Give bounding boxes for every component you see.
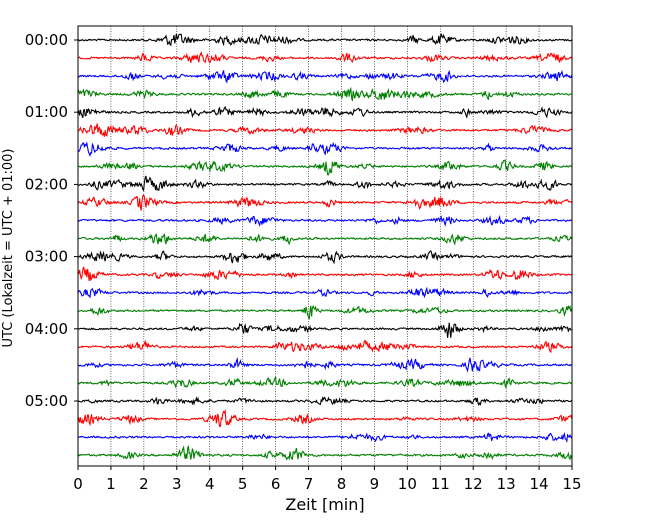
x-tick-label-9: 9 — [370, 475, 380, 493]
trace-18 — [77, 339, 573, 354]
plot-frame — [77, 25, 573, 467]
trace-23 — [77, 431, 573, 444]
x-tick-label-15: 15 — [562, 475, 581, 493]
trace-3 — [77, 69, 573, 84]
x-axis-ticks: 0 1 2 3 4 5 6 7 8 9 10 11 12 13 14 15 — [73, 466, 582, 493]
x-tick-label-12: 12 — [464, 475, 483, 493]
seismic-traces — [77, 33, 573, 461]
trace-22 — [77, 408, 573, 427]
x-tick-label-4: 4 — [205, 475, 215, 493]
y-tick-label-3: 03:00 — [25, 248, 68, 266]
trace-11 — [77, 214, 572, 227]
x-tick-label-13: 13 — [497, 475, 516, 493]
x-tick-label-6: 6 — [271, 475, 281, 493]
y-axis-ticks: 00:00 01:00 02:00 03:00 04:00 05:00 — [25, 31, 78, 410]
trace-15 — [77, 286, 572, 299]
trace-9 — [77, 175, 572, 192]
y-tick-label-0: 00:00 — [25, 31, 68, 49]
trace-20 — [77, 375, 572, 390]
x-tick-label-14: 14 — [530, 475, 549, 493]
x-tick-label-7: 7 — [304, 475, 314, 493]
trace-19 — [77, 356, 572, 373]
y-tick-label-1: 01:00 — [25, 103, 68, 121]
trace-21 — [77, 396, 573, 407]
trace-1 — [77, 33, 572, 47]
x-axis-label: Zeit [min] — [285, 495, 364, 514]
trace-17 — [77, 322, 572, 338]
x-tick-label-8: 8 — [337, 475, 347, 493]
x-tick-label-10: 10 — [398, 475, 417, 493]
x-tick-label-0: 0 — [73, 475, 83, 493]
trace-10 — [77, 194, 572, 211]
trace-5 — [77, 105, 573, 119]
trace-24 — [77, 445, 573, 461]
trace-13 — [77, 250, 573, 265]
y-axis-label: UTC (Lokalzeit = UTC + 01:00) — [1, 149, 16, 348]
trace-6 — [77, 123, 572, 137]
x-tick-label-2: 2 — [139, 475, 149, 493]
trace-14 — [77, 266, 572, 282]
y-tick-label-2: 02:00 — [25, 175, 68, 193]
x-tick-label-1: 1 — [106, 475, 116, 493]
y-tick-label-5: 05:00 — [25, 392, 68, 410]
trace-2 — [77, 51, 573, 64]
trace-8 — [77, 159, 572, 176]
x-tick-label-3: 3 — [172, 475, 182, 493]
y-tick-label-4: 04:00 — [25, 320, 68, 338]
minute-gridlines — [110, 26, 540, 466]
trace-12 — [77, 233, 573, 246]
trace-7 — [77, 141, 572, 158]
trace-4 — [77, 86, 572, 102]
trace-16 — [77, 304, 573, 320]
x-tick-label-11: 11 — [431, 475, 450, 493]
x-tick-label-5: 5 — [238, 475, 248, 493]
